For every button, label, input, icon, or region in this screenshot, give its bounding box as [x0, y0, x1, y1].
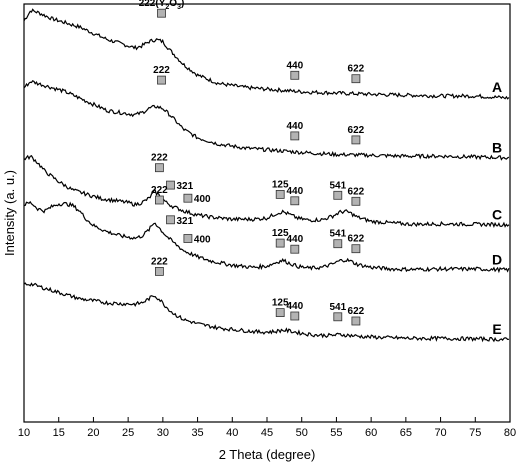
peak-marker [333, 312, 343, 322]
series-E-line [23, 282, 509, 343]
x-tick-label: 80 [504, 427, 516, 439]
series-B-line [23, 80, 510, 161]
peak-label: 541 [329, 180, 346, 191]
peak-label: 321 [177, 181, 194, 192]
peak-label: 440 [286, 234, 303, 245]
peak-marker [154, 266, 164, 276]
peak-label: 222 [151, 185, 168, 196]
peak-marker [275, 238, 285, 248]
x-tick-label: 20 [87, 427, 99, 439]
peak-marker [290, 131, 300, 141]
peak-label: 125 [272, 298, 289, 309]
peak-label: 222 [151, 256, 168, 267]
peak-marker [290, 244, 300, 254]
series-D-line [23, 200, 510, 274]
peak-label: 541 [329, 302, 346, 313]
peak-label: 622 [348, 64, 365, 75]
series-label-C: C [492, 207, 502, 223]
peak-label: 440 [286, 301, 303, 312]
peak-label: 400 [194, 235, 211, 246]
peak-marker [275, 308, 285, 318]
peak-label: 440 [286, 60, 303, 71]
peak-label: 541 [329, 229, 346, 240]
peak-marker [154, 163, 164, 173]
x-tick-label: 65 [400, 427, 412, 439]
x-tick-label: 35 [191, 427, 203, 439]
peak-marker [154, 195, 164, 205]
peak-marker [333, 239, 343, 249]
peak-marker [157, 8, 166, 18]
series-label-A: A [492, 79, 502, 95]
peak-label: 125 [272, 179, 289, 190]
peak-marker [290, 196, 300, 206]
peak-label: 222(Y2O3) [139, 0, 185, 11]
peak-marker [290, 70, 300, 80]
series-label-B: B [492, 139, 502, 155]
series-C-line [23, 154, 510, 229]
series-label-E: E [492, 321, 501, 337]
x-tick-label: 45 [261, 427, 273, 439]
x-axis-title: 2 Theta (degree) [219, 447, 316, 462]
peak-label: 440 [286, 121, 303, 132]
series-A-line [23, 8, 510, 100]
peak-marker [290, 311, 300, 321]
peak-marker [157, 75, 166, 85]
x-tick-label: 10 [18, 427, 30, 439]
plot-frame [23, 3, 511, 423]
peak-label: 400 [194, 194, 211, 205]
peak-label: 622 [348, 234, 365, 245]
peak-label: 622 [348, 306, 365, 317]
peak-marker [275, 189, 285, 199]
x-tick-label: 60 [365, 427, 377, 439]
peak-marker [166, 215, 175, 225]
x-tick-label: 15 [53, 427, 65, 439]
x-tick-label: 50 [296, 427, 308, 439]
peak-label: 222 [151, 153, 168, 164]
x-axis-ticks: 10 15 20 25 30 35 40 45 50 55 60 65 70 75 80 [18, 417, 516, 439]
peak-marker [351, 196, 361, 206]
peak-marker [351, 244, 361, 254]
curves-layer [23, 8, 510, 343]
x-tick-label: 55 [330, 427, 342, 439]
peak-label: 125 [272, 228, 289, 239]
x-tick-label: 25 [122, 427, 134, 439]
peak-marker [351, 135, 361, 145]
peak-marker [166, 180, 175, 190]
series-label-D: D [492, 251, 502, 267]
peak-marker [333, 190, 343, 200]
y-axis-title: Intensity (a. u.) [2, 170, 17, 256]
peak-marker [351, 316, 361, 326]
peak-label: 440 [286, 186, 303, 197]
curve-labels-layer: A B C D E [492, 79, 502, 337]
x-tick-label: 30 [157, 427, 169, 439]
peak-marker [183, 234, 193, 243]
peak-marker [351, 74, 361, 84]
peak-label: 321 [177, 216, 194, 227]
x-tick-label: 40 [226, 427, 238, 439]
x-tick-label: 75 [469, 427, 481, 439]
peak-marker [183, 193, 193, 203]
x-tick-label: 70 [434, 427, 446, 439]
peak-label: 622 [348, 186, 365, 197]
peak-label: 622 [348, 125, 365, 136]
peak-label: 222 [153, 65, 170, 76]
